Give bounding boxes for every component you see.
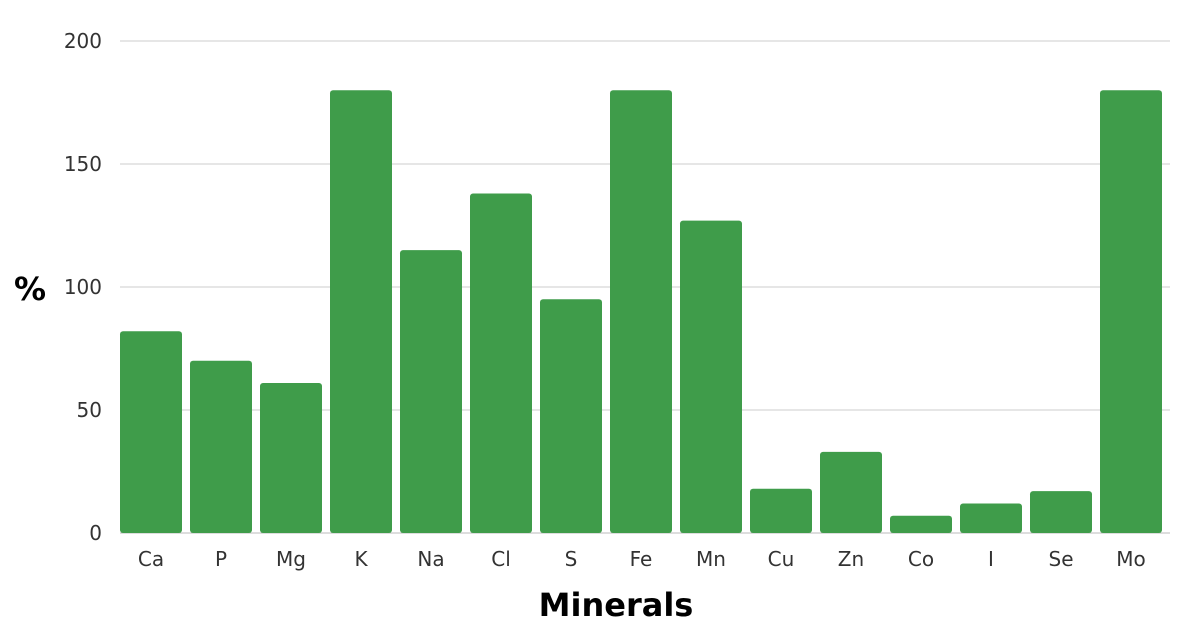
bar-zn [820,451,882,533]
y-tick-label: 0 [89,521,102,545]
bar-s [540,299,602,533]
bar-k [330,90,392,533]
x-tick-label: Mn [696,547,726,571]
bar-co [890,515,952,533]
x-tick-label: Co [908,547,934,571]
bar-cu [750,488,812,533]
x-tick-label: Mo [1116,547,1146,571]
x-axis-title: Minerals [539,586,694,624]
y-tick-labels: 0 50 100 150 200 [64,29,102,545]
y-tick-label: 150 [64,152,102,176]
x-tick-label: S [565,547,578,571]
x-tick-labels: Ca P Mg K Na Cl S Fe Mn Cu Zn Co I Se Mo [138,547,1146,571]
bar-se [1030,491,1092,533]
x-tick-label: Mg [276,547,306,571]
bar-mn [680,220,742,533]
x-tick-label: Se [1049,547,1074,571]
bars [120,90,1162,533]
y-axis-title: % [14,270,46,308]
y-tick-label: 200 [64,29,102,53]
bar-fe [610,90,672,533]
bar-i [960,503,1022,533]
x-tick-label: P [215,547,227,571]
x-tick-label: K [354,547,368,571]
bar-ca [120,331,182,533]
bar-p [190,360,252,533]
y-tick-label: 50 [77,398,102,422]
x-tick-label: Cu [768,547,795,571]
x-tick-label: I [988,547,994,571]
bar-mg [260,382,322,533]
x-tick-label: Na [417,547,444,571]
y-tick-label: 100 [64,275,102,299]
x-tick-label: Ca [138,547,164,571]
bar-na [400,250,462,533]
bar-cl [470,193,532,533]
bar-mo [1100,90,1162,533]
x-tick-label: Fe [630,547,653,571]
x-tick-label: Zn [838,547,864,571]
x-tick-label: Cl [491,547,511,571]
